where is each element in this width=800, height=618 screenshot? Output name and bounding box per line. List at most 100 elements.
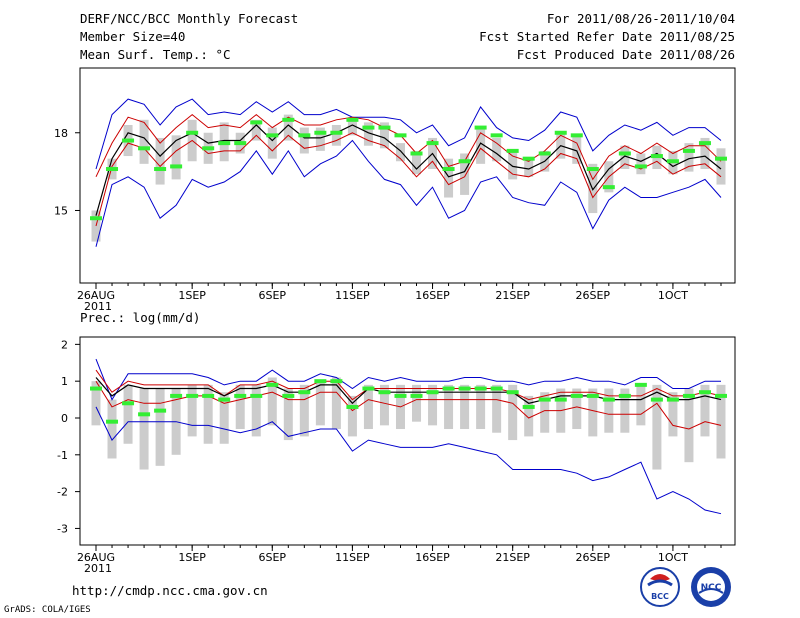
- x-tick-label: 1SEP: [178, 551, 206, 564]
- x-tick-label: 6SEP: [258, 551, 286, 564]
- produced-date-label: Fcst Produced Date 2011/08/26: [516, 47, 735, 62]
- median-marker-10SEP: [330, 379, 343, 384]
- member-box-6SEP: [267, 127, 277, 159]
- member-box-28AUG: [123, 384, 133, 444]
- y-tick-label: 15: [54, 204, 68, 217]
- median-marker-9SEP: [314, 130, 327, 135]
- median-marker-22SEP: [522, 404, 535, 409]
- median-marker-12SEP: [362, 125, 375, 130]
- median-marker-26AUG: [90, 216, 102, 221]
- median-marker-25SEP: [570, 133, 583, 138]
- member-box-30SEP: [652, 384, 662, 470]
- member-box-1OCT: [668, 392, 678, 437]
- median-marker-13SEP: [378, 125, 391, 130]
- p10-line: [95, 132, 722, 227]
- median-marker-7SEP: [282, 117, 295, 122]
- x-tick-label: 2011: [84, 562, 112, 575]
- median-marker-23SEP: [538, 151, 551, 156]
- median-marker-25SEP: [570, 393, 583, 398]
- forecast-period: For 2011/08/26-2011/10/04: [546, 11, 735, 26]
- member-box-10SEP: [331, 124, 341, 146]
- member-box-30AUG: [155, 137, 165, 185]
- median-marker-4OCT: [715, 393, 727, 398]
- median-marker-8SEP: [298, 390, 311, 395]
- member-box-22SEP: [524, 395, 534, 437]
- member-box-13SEP: [379, 122, 389, 149]
- median-marker-11SEP: [346, 404, 359, 409]
- member-size-label: Member Size=40: [80, 29, 186, 44]
- ncc-logo-text: NCC: [701, 583, 722, 593]
- y-tick-label: -3: [57, 522, 68, 535]
- mean-line: [95, 377, 722, 405]
- member-box-25SEP: [572, 388, 582, 430]
- median-marker-4SEP: [234, 141, 247, 146]
- median-marker-6SEP: [266, 382, 279, 387]
- median-marker-6SEP: [266, 133, 279, 138]
- median-marker-16SEP: [426, 141, 439, 146]
- median-marker-21SEP: [506, 148, 519, 153]
- median-marker-20SEP: [490, 133, 503, 138]
- x-tick-label: 11SEP: [335, 551, 370, 564]
- source-url[interactable]: http://cmdp.ncc.cma.gov.cn: [72, 583, 268, 598]
- median-marker-1SEP: [186, 393, 199, 398]
- member-box-9SEP: [315, 127, 325, 151]
- member-box-5SEP: [251, 384, 261, 437]
- median-marker-16SEP: [426, 390, 439, 395]
- member-box-9SEP: [315, 381, 325, 426]
- median-marker-27SEP: [602, 397, 615, 402]
- median-marker-29SEP: [634, 382, 647, 387]
- member-box-4OCT: [716, 148, 726, 185]
- member-box-7SEP: [283, 388, 293, 441]
- median-marker-1SEP: [186, 130, 199, 135]
- x-tick-label: 16SEP: [415, 289, 450, 302]
- member-box-4OCT: [716, 384, 726, 459]
- member-box-13SEP: [379, 384, 389, 426]
- x-tick-label: 1SEP: [178, 289, 206, 302]
- median-marker-28SEP: [618, 393, 631, 398]
- median-marker-5SEP: [250, 393, 263, 398]
- member-box-21SEP: [508, 150, 518, 180]
- member-box-1SEP: [187, 384, 197, 437]
- member-box-26AUG: [91, 381, 101, 426]
- median-marker-9SEP: [314, 379, 327, 384]
- median-marker-18SEP: [458, 159, 471, 164]
- mean-line: [95, 124, 722, 216]
- median-marker-17SEP: [442, 167, 455, 172]
- member-box-29AUG: [139, 388, 149, 470]
- median-marker-1OCT: [666, 159, 679, 164]
- median-marker-11SEP: [346, 117, 359, 122]
- median-marker-14SEP: [394, 393, 407, 398]
- median-marker-28AUG: [122, 401, 135, 406]
- median-marker-30AUG: [154, 167, 167, 172]
- median-marker-17SEP: [442, 386, 455, 391]
- median-marker-29AUG: [138, 412, 151, 417]
- member-box-17SEP: [444, 158, 454, 198]
- median-marker-5SEP: [250, 120, 263, 125]
- median-marker-29SEP: [634, 164, 647, 169]
- member-box-12SEP: [363, 384, 373, 430]
- member-box-18SEP: [460, 384, 470, 430]
- x-tick-label: 6SEP: [258, 289, 286, 302]
- median-marker-20SEP: [490, 386, 503, 391]
- median-marker-27SEP: [602, 185, 615, 190]
- median-marker-19SEP: [474, 386, 487, 391]
- median-marker-19SEP: [474, 125, 487, 130]
- member-box-15SEP: [412, 150, 422, 175]
- x-tick-label: 16SEP: [415, 551, 450, 564]
- plot-frame: [79, 336, 736, 546]
- ncc-logo: NCC: [691, 567, 731, 607]
- member-box-20SEP: [492, 384, 502, 433]
- median-marker-2OCT: [682, 148, 695, 153]
- member-box-5SEP: [251, 119, 261, 141]
- max-line: [95, 358, 721, 401]
- precip-panel-title: Prec.: log(mm/d): [80, 310, 201, 325]
- member-box-8SEP: [299, 384, 309, 437]
- p10-line: [95, 380, 722, 430]
- x-tick-label: 26AUG: [77, 551, 115, 564]
- chart-title: DERF/NCC/BCC Monthly Forecast: [80, 11, 299, 26]
- median-marker-26SEP: [586, 393, 599, 398]
- member-box-3OCT: [700, 137, 710, 170]
- max-line: [95, 98, 722, 170]
- median-marker-3OCT: [698, 141, 711, 146]
